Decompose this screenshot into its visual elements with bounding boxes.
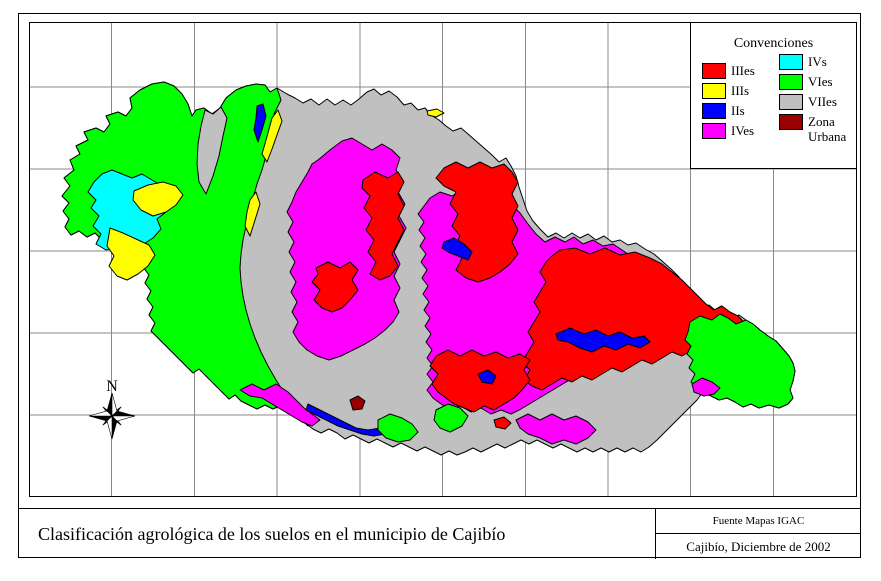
legend-swatch-vies bbox=[779, 74, 803, 90]
legend-item-vies: VIes bbox=[779, 74, 858, 90]
map-region-iiis-b bbox=[106, 227, 156, 281]
map-region-iiis-d bbox=[244, 191, 261, 237]
map-region-iis-river-east bbox=[555, 327, 651, 353]
map-region-iiies-west bbox=[311, 261, 359, 313]
map-source: Fuente Mapas IGAC bbox=[656, 509, 861, 534]
legend-label-ivs: IVs bbox=[808, 54, 827, 69]
legend-item-ivs: IVs bbox=[779, 54, 858, 70]
legend-label-iiis: IIIs bbox=[731, 83, 750, 98]
map-region-ives-southwest bbox=[239, 383, 321, 427]
legend-title: Convenciones bbox=[733, 36, 814, 51]
compass-rose-icon: N bbox=[88, 378, 136, 440]
legend-label-viies: VIIes bbox=[808, 94, 837, 109]
legend-label-iiies: IIIes bbox=[731, 63, 755, 78]
legend-label-zona-urbana: Zona Urbana bbox=[808, 114, 847, 144]
map-region-iiis-e bbox=[426, 108, 445, 118]
map-region-iiies-east bbox=[521, 247, 745, 391]
legend-swatch-zona-urbana bbox=[779, 114, 803, 130]
map-title: Clasificación agrológica de los suelos e… bbox=[38, 523, 506, 544]
map-region-iiies-north bbox=[435, 161, 519, 283]
map-region-iis-center bbox=[441, 237, 473, 261]
map-region-iiies-nw bbox=[361, 171, 405, 281]
legend-item-iiis: IIIs bbox=[702, 83, 781, 99]
legend-swatch-iiies bbox=[702, 63, 726, 79]
compass-north-label: N bbox=[106, 378, 118, 395]
map-region-viies-wedge bbox=[196, 106, 228, 195]
map-region-iis-spot bbox=[477, 369, 497, 385]
map-region-iiis-c bbox=[261, 109, 283, 163]
footer-strip: Clasificación agrológica de los suelos e… bbox=[18, 508, 861, 559]
map-region-iiis-a bbox=[132, 181, 184, 217]
map-region-iiies-south bbox=[429, 349, 531, 413]
legend-swatch-iis bbox=[702, 103, 726, 119]
map-region-vies-south-b bbox=[433, 403, 469, 433]
legend-item-iiies: IIIes bbox=[702, 63, 781, 79]
map-region-vies-south-a bbox=[377, 413, 419, 443]
map-region-ives-tip bbox=[691, 377, 721, 397]
legend-column-right: IVs VIes VIIes Zona Urbana bbox=[779, 54, 858, 148]
map-region-zona-urbana bbox=[349, 395, 366, 411]
map-place-date: Cajibío, Diciembre de 2002 bbox=[686, 538, 831, 554]
legend-column-left: IIIes IIIs IIs IVes bbox=[702, 63, 781, 143]
legend-label-iis: IIs bbox=[731, 103, 745, 118]
legend-swatch-ivs bbox=[779, 54, 803, 70]
legend-label-vies: VIes bbox=[808, 74, 833, 89]
legend-swatch-ives bbox=[702, 123, 726, 139]
legend-item-viies: VIIes bbox=[779, 94, 858, 110]
map-region-iiies-speck bbox=[493, 416, 512, 430]
legend-box: Convenciones IIIes IIIs IIs IVes IVs bbox=[690, 22, 857, 169]
map-region-ives-south bbox=[515, 413, 597, 445]
sheet-outer-border bbox=[18, 13, 861, 558]
footer-right-box: Fuente Mapas IGAC Cajibío, Diciembre de … bbox=[655, 509, 861, 559]
legend-swatch-iiis bbox=[702, 83, 726, 99]
map-region-iis-sliver bbox=[253, 103, 267, 143]
legend-item-ives: IVes bbox=[702, 123, 781, 139]
legend-item-zona-urbana: Zona Urbana bbox=[779, 114, 858, 144]
legend-swatch-viies bbox=[779, 94, 803, 110]
legend-item-iis: IIs bbox=[702, 103, 781, 119]
legend-label-ives: IVes bbox=[731, 123, 755, 138]
